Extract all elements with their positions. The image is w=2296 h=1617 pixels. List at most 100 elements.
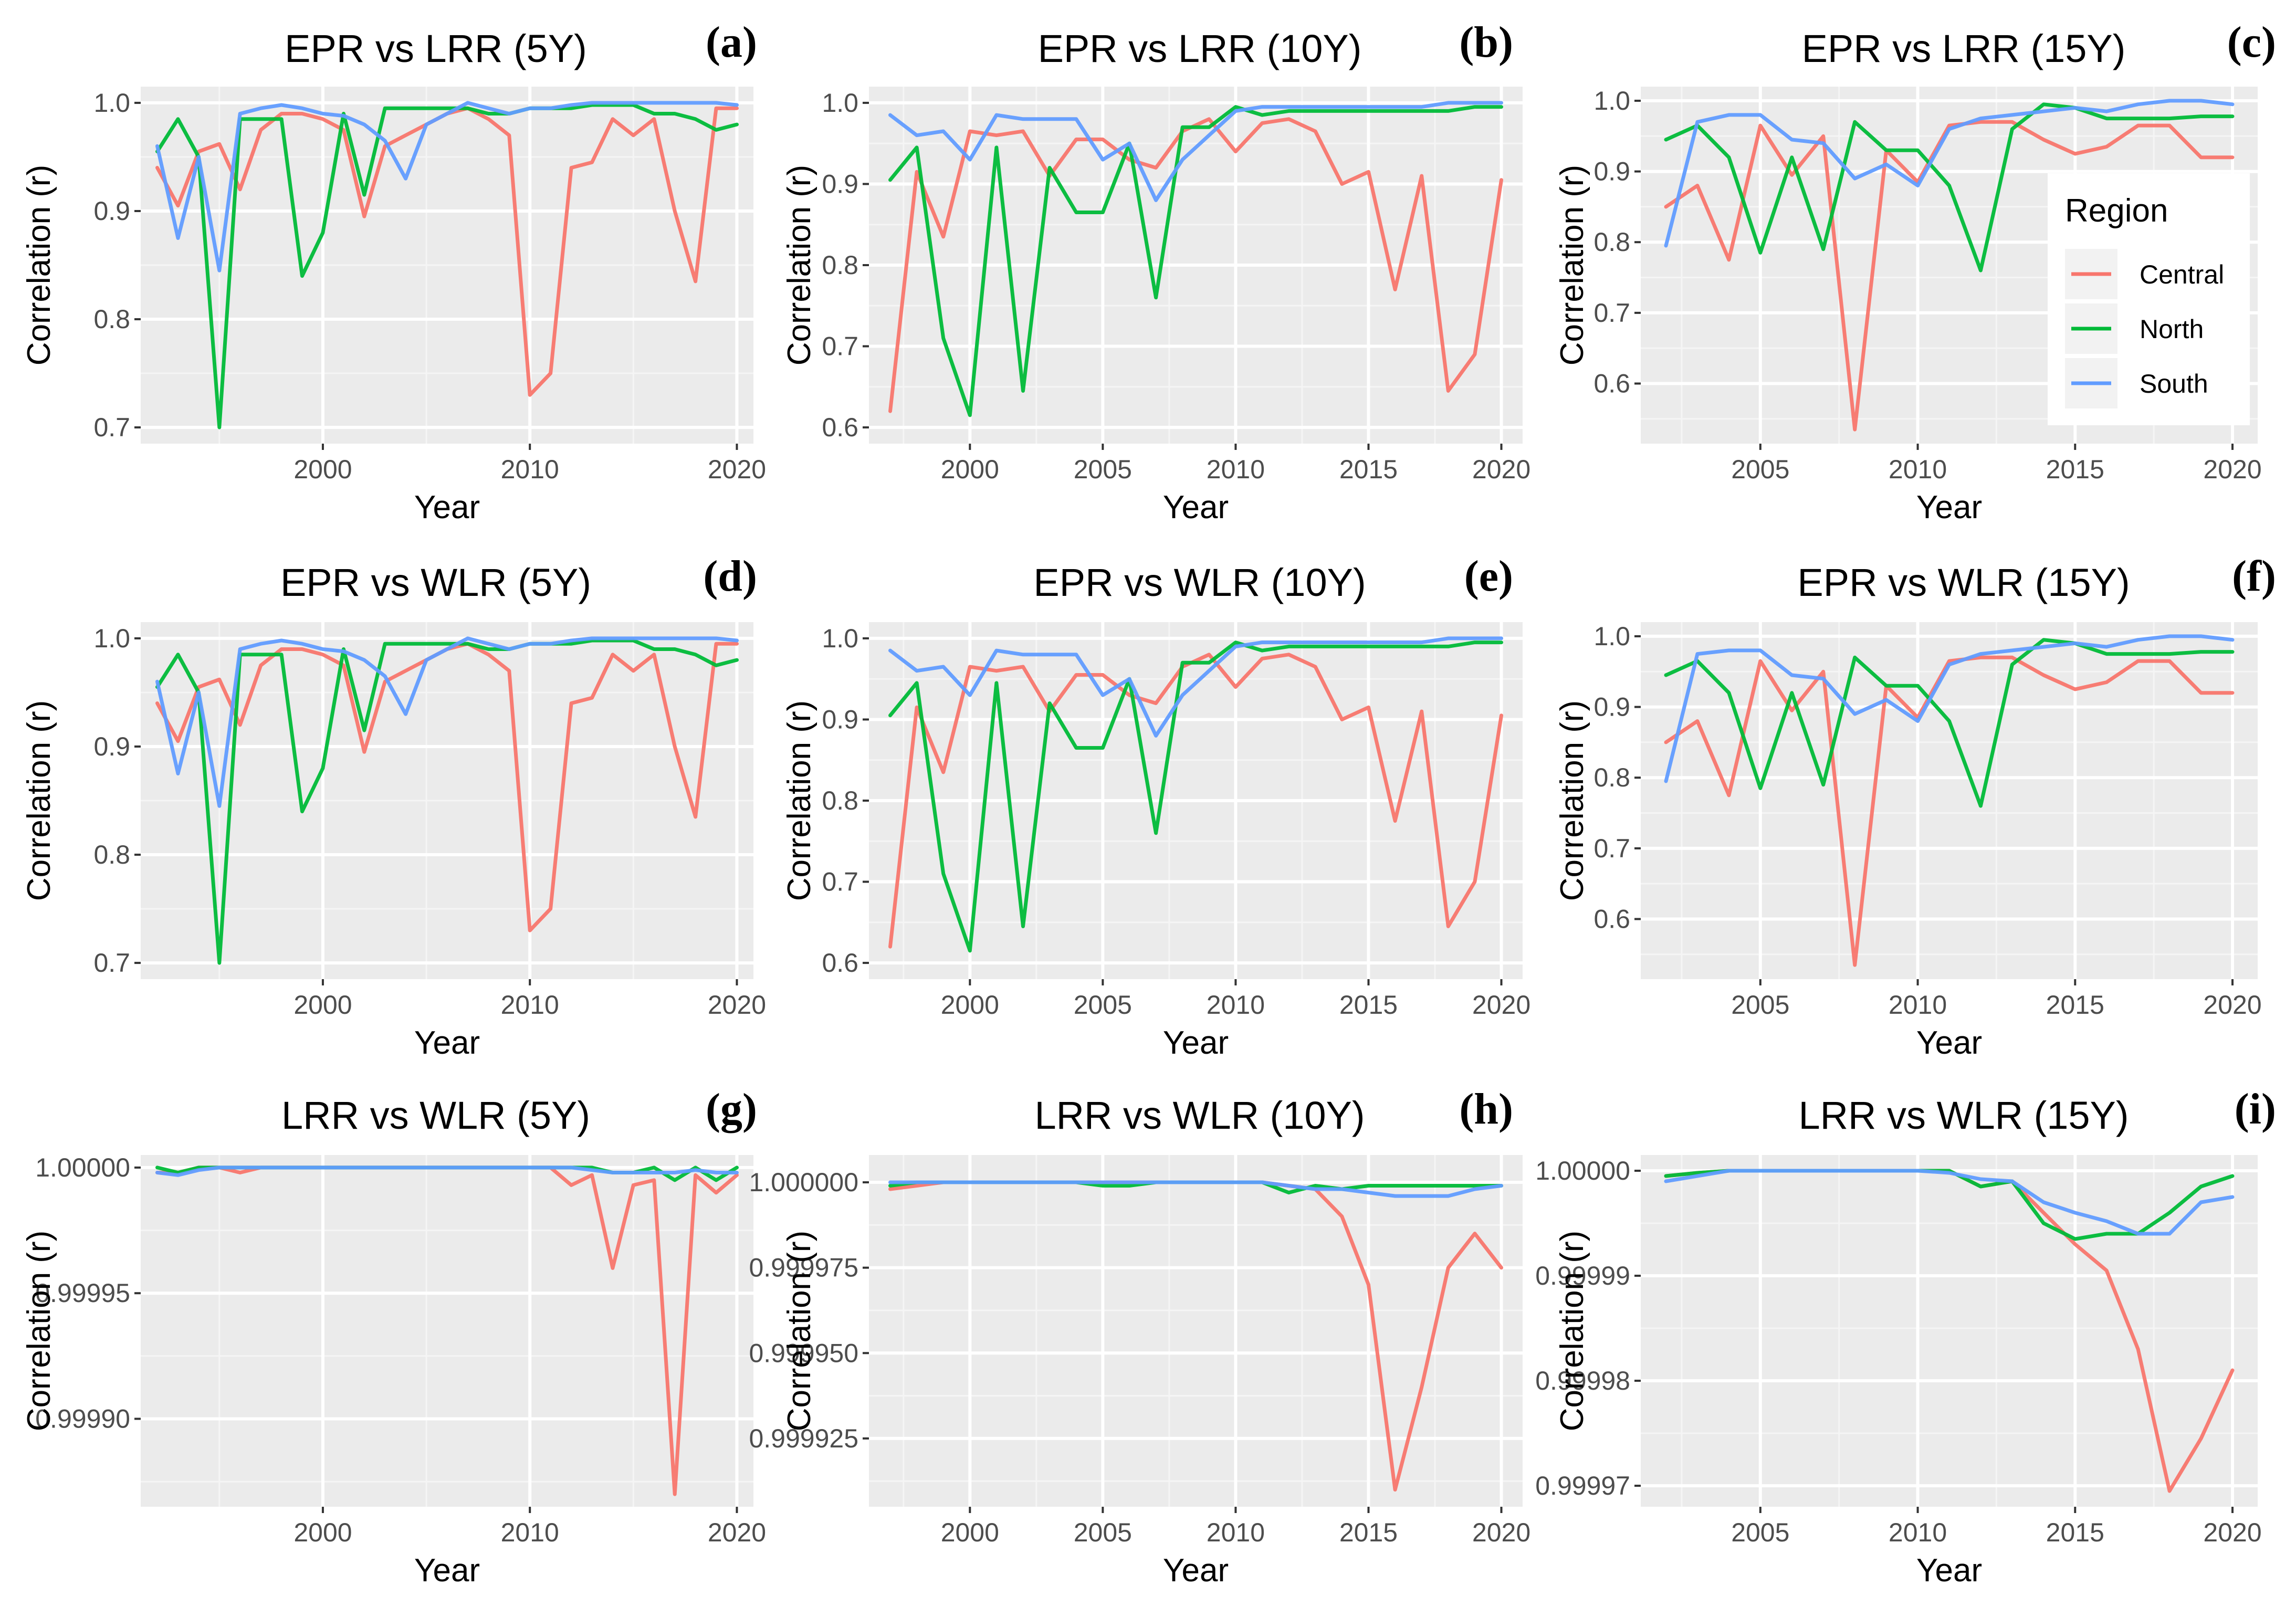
x-tick-label: 2000 bbox=[941, 1518, 999, 1547]
y-tick-label: 1.000000 bbox=[749, 1168, 858, 1197]
panel-label: (c) bbox=[2227, 18, 2276, 67]
series-line-south bbox=[1664, 1169, 2235, 1236]
x-tick-label: 2020 bbox=[1472, 990, 1530, 1020]
y-tick-label: 1.0 bbox=[93, 88, 130, 118]
x-tick-label: 2010 bbox=[1889, 1518, 1947, 1547]
x-tick-label: 2000 bbox=[293, 990, 352, 1020]
panel-b: 2000 2005 2010 2015 2020 0.6 0.7 0.8 0.9 1.0 EPR v… bbox=[781, 18, 1530, 526]
y-axis-title: Correlation (r) bbox=[781, 1231, 817, 1431]
y-tick-label: 0.8 bbox=[93, 840, 130, 869]
y-tick-label: 0.8 bbox=[822, 250, 858, 280]
legend-entry-north: North bbox=[2140, 314, 2204, 344]
x-tick-label: 2005 bbox=[1731, 455, 1789, 484]
x-axis-title: Year bbox=[414, 1025, 480, 1061]
y-tick-label: 0.8 bbox=[1593, 227, 1630, 257]
x-tick-label: 2005 bbox=[1074, 1518, 1132, 1547]
panel-h: 2000 2005 2010 2015 2020 0.999925 0.999950 0.99… bbox=[749, 1085, 1530, 1589]
x-tick-label: 2015 bbox=[1339, 455, 1398, 484]
x-tick-label: 2020 bbox=[1472, 455, 1530, 484]
panel-label: (g) bbox=[706, 1085, 757, 1133]
panel-label: (i) bbox=[2235, 1085, 2276, 1133]
panel-f: 2005 2010 2015 2020 0.6 0.7 0.8 0.9 1.0 EPR vs WL… bbox=[1554, 552, 2276, 1061]
panel-label: (b) bbox=[1459, 18, 1513, 67]
y-tick-label: 1.00000 bbox=[1535, 1156, 1630, 1185]
y-axis-title: Correlation (r) bbox=[1554, 1231, 1590, 1431]
y-tick-label: 0.9 bbox=[93, 732, 130, 761]
legend-entry-south: South bbox=[2140, 369, 2208, 398]
x-tick-label: 2010 bbox=[1889, 990, 1947, 1020]
panel-title: LRR vs WLR (5Y) bbox=[281, 1094, 590, 1137]
x-tick-label: 2020 bbox=[1472, 1518, 1530, 1547]
panel-a: 2000 2010 2020 0.7 0.8 0.9 1.0 EPR vs LRR (5Y) (… bbox=[21, 18, 766, 526]
panel-label: (e) bbox=[1464, 552, 1513, 601]
y-tick-label: 0.99997 bbox=[1535, 1471, 1630, 1500]
y-tick-label: 0.7 bbox=[1593, 834, 1630, 863]
panel-title: LRR vs WLR (10Y) bbox=[1034, 1094, 1365, 1137]
x-tick-label: 2010 bbox=[1207, 1518, 1265, 1547]
y-tick-label: 1.0 bbox=[822, 624, 858, 653]
legend-title: Region bbox=[2065, 193, 2168, 229]
y-tick-label: 0.9 bbox=[93, 196, 130, 226]
x-axis-title: Year bbox=[1916, 1552, 1982, 1589]
series-line-south bbox=[1664, 634, 2235, 783]
series-line-north bbox=[1664, 638, 2235, 808]
panel-g: 2000 2010 2020 0.99990 0.99995 1.00000 LRR vs … bbox=[21, 1085, 766, 1589]
y-axis-title: Correlation (r) bbox=[21, 1231, 57, 1431]
x-tick-label: 2000 bbox=[293, 1518, 352, 1547]
y-tick-label: 0.99998 bbox=[1535, 1366, 1630, 1395]
y-tick-label: 0.9 bbox=[1593, 692, 1630, 722]
y-tick-label: 0.6 bbox=[822, 413, 858, 442]
y-tick-label: 1.0 bbox=[93, 624, 130, 653]
y-tick-label: 0.6 bbox=[1593, 369, 1630, 398]
series-line-north bbox=[888, 105, 1503, 417]
series-line-south bbox=[155, 101, 739, 272]
y-tick-label: 1.0 bbox=[822, 88, 858, 118]
y-axis-title: Correlation (r) bbox=[1554, 700, 1590, 901]
x-tick-label: 2010 bbox=[501, 990, 559, 1020]
series-line-central bbox=[1664, 120, 2235, 432]
y-tick-label: 0.7 bbox=[822, 332, 858, 361]
x-tick-label: 2015 bbox=[2046, 1518, 2104, 1547]
x-tick-label: 2010 bbox=[1207, 455, 1265, 484]
x-tick-label: 2020 bbox=[708, 1518, 766, 1547]
x-axis-title: Year bbox=[414, 1552, 480, 1589]
y-tick-label: 0.6 bbox=[822, 948, 858, 978]
x-tick-label: 2005 bbox=[1074, 990, 1132, 1020]
series-line-central bbox=[888, 117, 1503, 413]
x-tick-label: 2000 bbox=[941, 990, 999, 1020]
panel-i: 2005 2010 2015 2020 0.99997 0.99998 0.99999 1.0… bbox=[1535, 1085, 2276, 1589]
y-tick-label: 0.99990 bbox=[35, 1404, 130, 1434]
x-tick-label: 2020 bbox=[708, 990, 766, 1020]
y-tick-label: 0.99999 bbox=[1535, 1261, 1630, 1290]
y-tick-label: 0.99995 bbox=[35, 1278, 130, 1308]
plot-background bbox=[1641, 1155, 2258, 1507]
series-line-central bbox=[1664, 655, 2235, 967]
x-tick-label: 2010 bbox=[1207, 990, 1265, 1020]
x-axis-title: Year bbox=[414, 489, 480, 526]
series-line-south bbox=[888, 1180, 1503, 1198]
y-tick-label: 0.8 bbox=[1593, 763, 1630, 792]
x-axis-title: Year bbox=[1163, 489, 1229, 526]
x-tick-label: 2010 bbox=[501, 455, 559, 484]
series-line-south bbox=[1664, 99, 2235, 248]
y-tick-label: 0.9 bbox=[1593, 157, 1630, 186]
x-axis-title: Year bbox=[1163, 1025, 1229, 1061]
y-tick-label: 1.0 bbox=[1593, 622, 1630, 651]
series-line-south bbox=[888, 101, 1503, 202]
y-axis-title: Correlation (r) bbox=[21, 165, 57, 365]
legend-entry-central: Central bbox=[2140, 260, 2224, 289]
x-tick-label: 2000 bbox=[941, 455, 999, 484]
y-axis-title: Correlation (r) bbox=[1554, 165, 1590, 365]
y-axis-title: Correlation (r) bbox=[781, 165, 817, 365]
series-line-south bbox=[155, 1166, 739, 1177]
y-tick-label: 0.6 bbox=[1593, 905, 1630, 934]
series-line-south bbox=[155, 636, 739, 808]
series-line-north bbox=[1664, 102, 2235, 272]
x-tick-label: 2000 bbox=[293, 455, 352, 484]
y-tick-label: 0.7 bbox=[93, 948, 130, 978]
y-tick-label: 0.999975 bbox=[749, 1253, 858, 1283]
panel-e: 2000 2005 2010 2015 2020 0.6 0.7 0.8 0.9 1.0 EPR v… bbox=[781, 552, 1530, 1061]
panel-label: (f) bbox=[2232, 552, 2276, 601]
x-tick-label: 2005 bbox=[1731, 990, 1789, 1020]
y-tick-label: 0.9 bbox=[822, 169, 858, 198]
